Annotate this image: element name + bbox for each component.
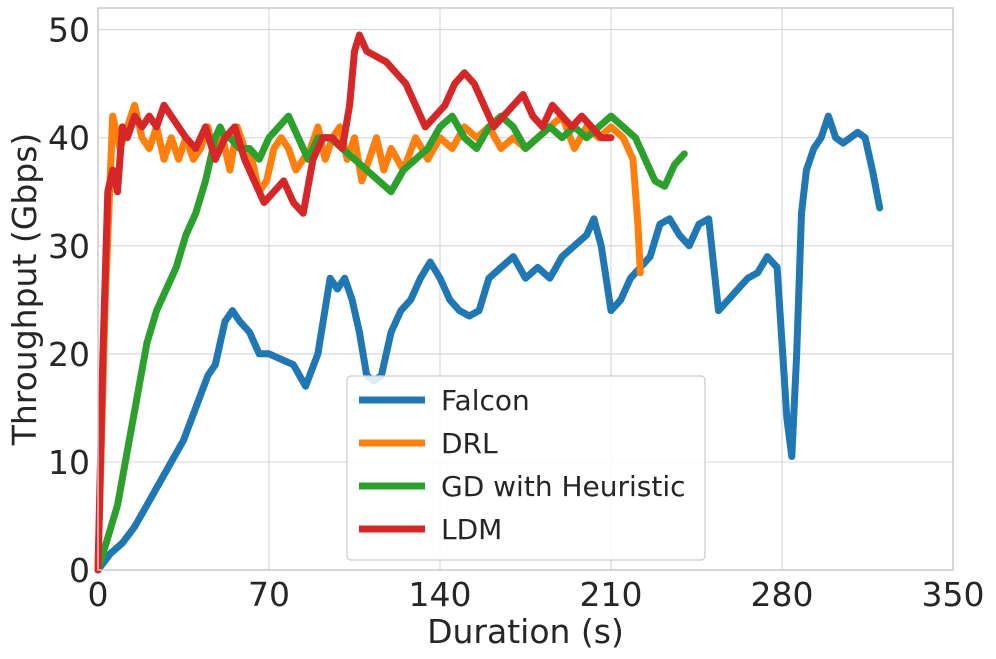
y-tick-label: 0 xyxy=(69,551,90,590)
x-tick-label: 210 xyxy=(580,575,643,614)
y-axis-title: Throughput (Gbps) xyxy=(5,133,44,447)
tick-label-layer: 0 70 140 210 280 350 0 10 20 30 40 50 xyxy=(48,11,985,614)
legend-box xyxy=(346,375,706,561)
legend-label-falcon: Falcon xyxy=(441,384,530,417)
x-tick-label: 140 xyxy=(409,575,472,614)
legend-label-drl: DRL xyxy=(441,427,498,460)
series-line-falcon xyxy=(94,112,884,574)
x-axis-title: Duration (s) xyxy=(427,612,624,651)
y-tick-label: 20 xyxy=(48,335,90,374)
y-tick-label: 40 xyxy=(48,119,90,158)
x-tick-label: 0 xyxy=(88,575,109,614)
series-layer xyxy=(94,31,884,574)
series-line-ldm xyxy=(94,31,615,574)
legend-label-ldm: LDM xyxy=(441,513,502,546)
y-tick-label: 30 xyxy=(48,227,90,266)
x-tick-label: 280 xyxy=(751,575,814,614)
x-tick-label: 350 xyxy=(922,575,985,614)
y-tick-label: 50 xyxy=(48,11,90,50)
grid-layer xyxy=(97,8,954,571)
y-tick-label: 10 xyxy=(48,443,90,482)
x-tick-label: 70 xyxy=(248,575,290,614)
legend: Falcon DRL GD with Heuristic LDM xyxy=(346,375,706,561)
series-line-gd-with-heuristic xyxy=(94,112,688,574)
plot-frame xyxy=(97,7,954,571)
legend-label-gd-with-heuristic: GD with Heuristic xyxy=(441,470,686,503)
legend-items: Falcon DRL GD with Heuristic LDM xyxy=(359,384,686,546)
